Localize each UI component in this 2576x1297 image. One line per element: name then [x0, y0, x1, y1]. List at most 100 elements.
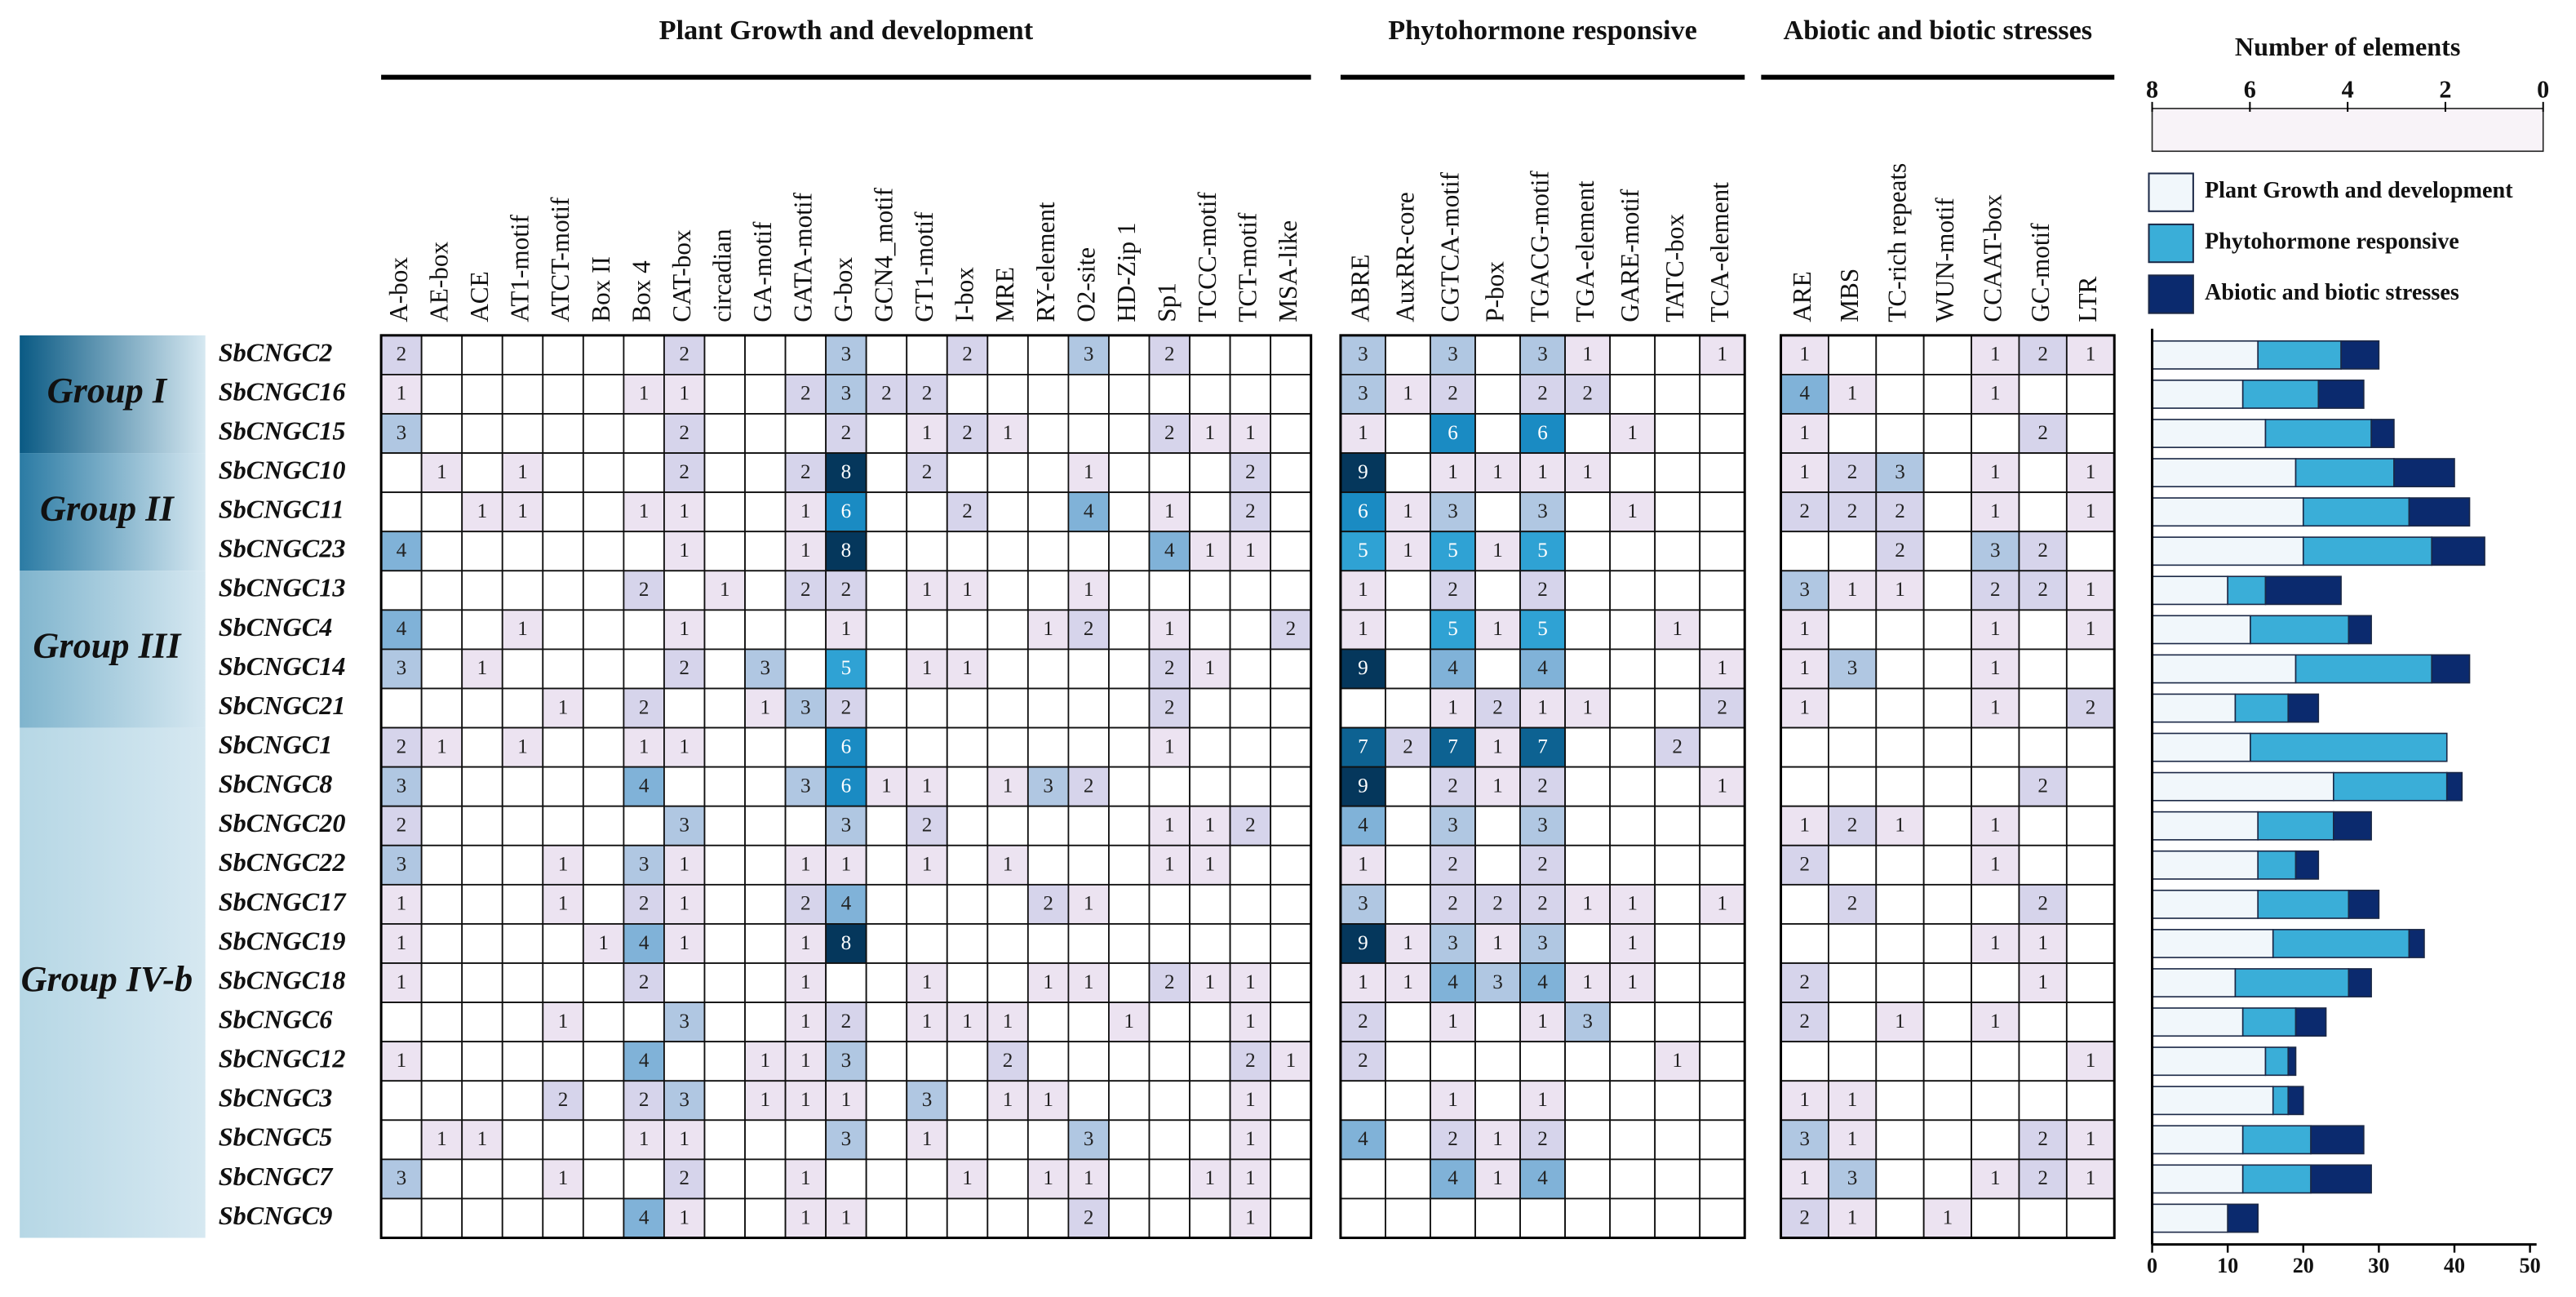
empty-cell [380, 1119, 423, 1161]
cell-value: 1 [1286, 1050, 1297, 1072]
empty-cell [582, 648, 625, 690]
empty-cell [461, 1158, 503, 1200]
bar-segment [2302, 497, 2410, 527]
empty-cell [1519, 1197, 1566, 1239]
empty-cell [1654, 962, 1701, 1003]
empty-cell [744, 1158, 787, 1200]
heat-cell [2065, 1041, 2116, 1082]
bar-segment [2151, 575, 2228, 606]
row-group-band [20, 571, 206, 728]
empty-cell [784, 805, 827, 846]
empty-cell [2065, 374, 2116, 415]
heat-cell [1971, 844, 2020, 886]
empty-cell [420, 687, 463, 729]
column-label: AE-box [425, 242, 454, 322]
empty-cell [1026, 1002, 1070, 1043]
column-label: TATC-box [1660, 214, 1689, 322]
bar-segment [2241, 1125, 2312, 1155]
cell-value: 1 [1003, 422, 1013, 444]
legend-label: Plant Growth and development [2205, 178, 2513, 203]
empty-cell [1108, 962, 1151, 1003]
empty-cell [1108, 844, 1151, 886]
empty-cell [744, 805, 787, 846]
empty-cell [542, 1119, 584, 1161]
cell-value: 1 [679, 500, 689, 522]
empty-cell [542, 648, 584, 690]
cell-value: 2 [841, 696, 852, 718]
empty-cell [2018, 374, 2068, 415]
empty-cell [1067, 844, 1110, 886]
row-group-label: Group II [40, 488, 175, 528]
empty-cell [1971, 883, 2020, 925]
cell-value: 1 [1990, 461, 2001, 483]
column-label: TCT-motif [1234, 212, 1262, 322]
cell-value: 4 [1537, 1167, 1548, 1189]
empty-cell [1270, 413, 1312, 454]
empty-cell [906, 687, 948, 729]
empty-cell [1108, 609, 1151, 651]
empty-cell [542, 413, 584, 454]
heat-cell [1148, 413, 1190, 454]
empty-cell [1699, 923, 1746, 964]
heat-cell [1385, 531, 1431, 572]
empty-cell [1108, 1119, 1151, 1161]
empty-cell [865, 570, 908, 611]
heat-cell [1340, 883, 1386, 925]
bar-segment [2257, 850, 2297, 880]
cell-value: 3 [1358, 344, 1368, 366]
cell-value: 1 [881, 775, 892, 797]
cell-value: 1 [679, 618, 689, 640]
cell-value: 3 [1990, 540, 2001, 562]
row-group-band [20, 335, 206, 454]
heat-cell [623, 491, 665, 533]
bar-segment [2310, 1125, 2365, 1155]
heat-cell [1564, 962, 1612, 1003]
empty-cell [1270, 883, 1312, 925]
empty-cell [582, 531, 625, 572]
empty-cell [1609, 766, 1656, 807]
heat-cell [1340, 570, 1386, 611]
empty-cell [906, 883, 948, 925]
empty-cell [542, 374, 584, 415]
heat-cell [1780, 374, 1829, 415]
empty-cell [501, 1197, 544, 1239]
empty-cell [946, 726, 989, 768]
empty-cell [1699, 1197, 1746, 1239]
cell-value: 4 [1448, 657, 1458, 679]
row-label: SbCNGC22 [219, 847, 346, 877]
empty-cell [2065, 962, 2116, 1003]
empty-cell [1828, 334, 1878, 375]
cell-value: 2 [922, 815, 933, 837]
empty-cell [1564, 531, 1612, 572]
cell-value: 8 [841, 540, 852, 562]
cell-value: 1 [1717, 344, 1727, 366]
empty-cell [420, 491, 463, 533]
empty-cell [1026, 726, 1070, 768]
heat-cell [946, 413, 989, 454]
row-label: SbCNGC4 [219, 612, 333, 642]
empty-cell [1609, 1158, 1656, 1200]
empty-cell [1609, 609, 1656, 651]
cell-value: 1 [1003, 1011, 1013, 1033]
empty-cell [703, 1080, 746, 1122]
x-tick-label: 0 [2147, 1254, 2157, 1277]
empty-cell [1875, 374, 1925, 415]
cell-value: 2 [1448, 579, 1458, 601]
bar-segment [2294, 1007, 2327, 1037]
empty-cell [2065, 844, 2116, 886]
cell-value: 1 [1448, 1089, 1458, 1111]
empty-cell [1385, 1197, 1431, 1239]
empty-cell [865, 491, 908, 533]
empty-cell [1699, 726, 1746, 768]
empty-cell [1340, 1158, 1386, 1200]
empty-cell [1564, 1158, 1612, 1200]
row-group-label: Group IV-b [21, 959, 193, 999]
cell-value: 2 [1847, 500, 1858, 522]
row-label: SbCNGC8 [219, 769, 333, 798]
heat-cell [1519, 334, 1566, 375]
cell-value: 1 [800, 1089, 811, 1111]
cell-value: 1 [1895, 815, 1905, 837]
heat-cell [1564, 883, 1612, 925]
cell-value: 1 [558, 696, 569, 718]
cell-value: 2 [1084, 775, 1094, 797]
